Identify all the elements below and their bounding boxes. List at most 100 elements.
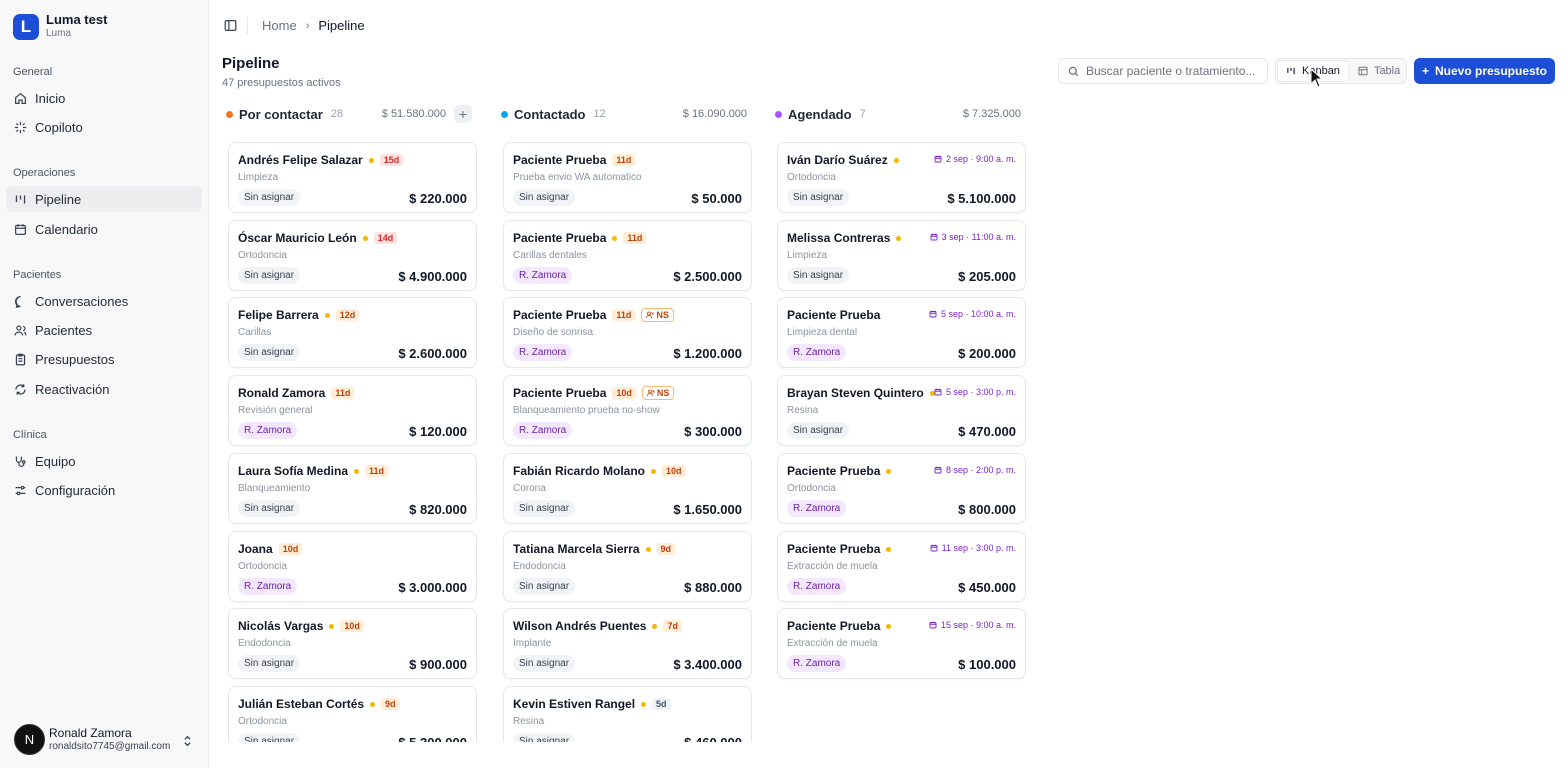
card-header: Paciente Prueba [787, 542, 892, 556]
breadcrumb: Home › Pipeline [262, 18, 365, 33]
pipeline-card[interactable]: Ronald Zamora 11d Revisión general R. Zamor… [228, 375, 477, 446]
pipeline-card[interactable]: Paciente Prueba 11d NS Diseño de sonrisa R. … [503, 297, 752, 368]
assignee-chip[interactable]: R. Zamora [513, 422, 573, 439]
pipeline-card[interactable]: Paciente Prueba 5 sep · 10:00 a. m. Limpie… [777, 297, 1026, 368]
pipeline-card[interactable]: Paciente Prueba 11d Carillas dentales R. Za… [503, 220, 752, 291]
priority-dot [641, 701, 647, 707]
user-menu[interactable]: N Ronald Zamora ronaldsito7745@gmail.com [14, 724, 199, 755]
refresh-icon [15, 383, 26, 395]
sidebar-item-reactivacion[interactable]: Reactivación [6, 376, 202, 402]
pipeline-card[interactable]: Paciente Prueba 11d Prueba envio WA automa… [503, 142, 752, 213]
appointment-date-label: 15 sep · 9:00 a. m. [940, 620, 1016, 630]
assignee-chip[interactable]: Sin asignar [787, 189, 850, 206]
assignee-chip[interactable]: R. Zamora [238, 578, 298, 595]
pipeline-card[interactable]: Andrés Felipe Salazar 15d Limpieza Sin asig… [228, 142, 477, 213]
pipeline-card[interactable]: Julián Esteban Cortés 9d Ortodoncia Sin asi… [228, 686, 477, 742]
pipeline-card[interactable]: Brayan Steven Quintero 5 sep · 3:00 p. m.… [777, 375, 1026, 446]
budget-amount: $ 3.400.000 [673, 657, 742, 672]
nav-group-general: General [13, 66, 53, 78]
sidebar-item-conversaciones[interactable]: Conversaciones [6, 288, 202, 314]
assignee-chip[interactable]: R. Zamora [787, 344, 847, 361]
pipeline-card[interactable]: Paciente Prueba 8 sep · 2:00 p. m. Ortodon… [777, 453, 1026, 524]
pipeline-card[interactable]: Kevin Estiven Rangel 5d Resina Sin asignar $… [503, 686, 752, 742]
pipeline-card[interactable]: Óscar Mauricio León 14d Ortodoncia Sin asig… [228, 220, 477, 291]
patient-name: Kevin Estiven Rangel [513, 697, 636, 711]
pipeline-card[interactable]: Laura Sofía Medina 11d Blanqueamiento Sin a… [228, 453, 477, 524]
appointment-date: 11 sep · 3:00 p. m. [930, 543, 1016, 553]
assignee-chip[interactable]: R. Zamora [238, 422, 298, 439]
pipeline-card[interactable]: Paciente Prueba 15 sep · 9:00 a. m. Extrac… [777, 608, 1026, 679]
budget-amount: $ 3.000.000 [398, 580, 467, 595]
budget-amount: $ 5.100.000 [947, 191, 1016, 206]
sidebar-toggle-icon[interactable] [224, 19, 237, 32]
add-card-button[interactable]: + [454, 105, 472, 123]
assignee-chip[interactable]: Sin asignar [238, 500, 301, 517]
age-badge: 9d [381, 698, 400, 710]
age-badge: 11d [623, 232, 647, 244]
appointment-date-label: 5 sep · 3:00 p. m. [945, 387, 1016, 397]
assignee-chip[interactable]: Sin asignar [513, 189, 576, 206]
pipeline-card[interactable]: Melissa Contreras 3 sep · 11:00 a. m. Limp… [777, 220, 1026, 291]
workspace-switcher[interactable]: L Luma test Luma [13, 13, 107, 40]
sidebar-item-calendario[interactable]: Calendario [6, 216, 202, 242]
budget-amount: $ 120.000 [409, 424, 467, 439]
assignee-chip[interactable]: Sin asignar [238, 344, 301, 361]
assignee-chip[interactable]: R. Zamora [513, 344, 573, 361]
pipeline-card[interactable]: Iván Darío Suárez 2 sep · 9:00 a. m. Ortod… [777, 142, 1026, 213]
patient-name: Paciente Prueba [513, 308, 607, 322]
priority-dot [368, 157, 374, 163]
column-header: Por contactar 28 $ 51.580.000 + [222, 103, 472, 125]
age-badge: 11d [612, 309, 636, 321]
pipeline-card[interactable]: Joana 10d Ortodoncia R. Zamora $ 3.000.000 [228, 531, 477, 602]
pipeline-card[interactable]: Paciente Prueba 10d NS Blanqueamiento prueb… [503, 375, 752, 446]
user-x-icon [646, 389, 655, 397]
assignee-chip[interactable]: Sin asignar [513, 733, 576, 742]
age-badge: 10d [278, 543, 303, 555]
chevron-updown-icon[interactable] [182, 734, 193, 748]
assignee-chip[interactable]: Sin asignar [513, 500, 576, 517]
assignee-chip[interactable]: R. Zamora [787, 500, 847, 517]
chevron-right-icon: › [305, 19, 310, 32]
assignee-chip[interactable]: Sin asignar [787, 267, 850, 284]
breadcrumb-home[interactable]: Home [262, 18, 297, 33]
avatar: N [14, 724, 45, 755]
assignee-chip[interactable]: Sin asignar [238, 189, 301, 206]
priority-dot [354, 468, 360, 474]
patient-name: Nicolás Vargas [238, 619, 324, 633]
treatment-label: Ortodoncia [238, 250, 287, 261]
column-title: Por contactar [239, 106, 323, 122]
assignee-chip[interactable]: Sin asignar [238, 655, 301, 672]
plus-icon: + [1421, 64, 1429, 78]
assignee-chip[interactable]: Sin asignar [513, 655, 576, 672]
assignee-chip[interactable]: R. Zamora [787, 578, 847, 595]
user-name: Ronald Zamora [49, 726, 132, 740]
pipeline-card[interactable]: Wilson Andrés Puentes 7d Implante Sin asign… [503, 608, 752, 679]
assignee-chip[interactable]: Sin asignar [238, 267, 301, 284]
assignee-chip[interactable]: R. Zamora [787, 655, 847, 672]
workspace-sub: Luma [46, 28, 72, 39]
treatment-label: Ortodoncia [238, 716, 287, 727]
calendar-icon [934, 466, 942, 474]
table-view-button[interactable]: Tabla [1350, 61, 1408, 81]
pipeline-card[interactable]: Nicolás Vargas 10d Endodoncia Sin asignar $ … [228, 608, 477, 679]
calendar-icon [15, 223, 26, 235]
pipeline-card[interactable]: Paciente Prueba 11 sep · 3:00 p. m. Extrac… [777, 531, 1026, 602]
search-input[interactable]: Buscar paciente o tratamiento... [1058, 58, 1268, 84]
sidebar-item-copiloto[interactable]: Copiloto [6, 114, 202, 140]
pipeline-card[interactable]: Felipe Barrera 12d Carillas Sin asignar $ 2.… [228, 297, 477, 368]
sidebar-item-equipo[interactable]: Equipo [6, 448, 202, 474]
priority-dot [893, 157, 899, 163]
sidebar-item-pacientes[interactable]: Pacientes [6, 317, 202, 343]
assignee-chip[interactable]: Sin asignar [513, 578, 576, 595]
sidebar-item-presupuestos[interactable]: Presupuestos [6, 346, 202, 372]
assignee-chip[interactable]: Sin asignar [787, 422, 850, 439]
assignee-chip[interactable]: Sin asignar [238, 733, 301, 742]
pipeline-card[interactable]: Fabián Ricardo Molano 10d Corona Sin asigna… [503, 453, 752, 524]
treatment-label: Diseño de sonrisa [513, 327, 594, 338]
sidebar-item-pipeline[interactable]: Pipeline [6, 186, 202, 212]
assignee-chip[interactable]: R. Zamora [513, 267, 573, 284]
sidebar-item-inicio[interactable]: Inicio [6, 85, 202, 111]
new-budget-button[interactable]: + Nuevo presupuesto [1414, 58, 1555, 84]
pipeline-card[interactable]: Tatiana Marcela Sierra 9d Endodoncia Sin as… [503, 531, 752, 602]
sidebar-item-configuracion[interactable]: Configuración [6, 477, 202, 503]
